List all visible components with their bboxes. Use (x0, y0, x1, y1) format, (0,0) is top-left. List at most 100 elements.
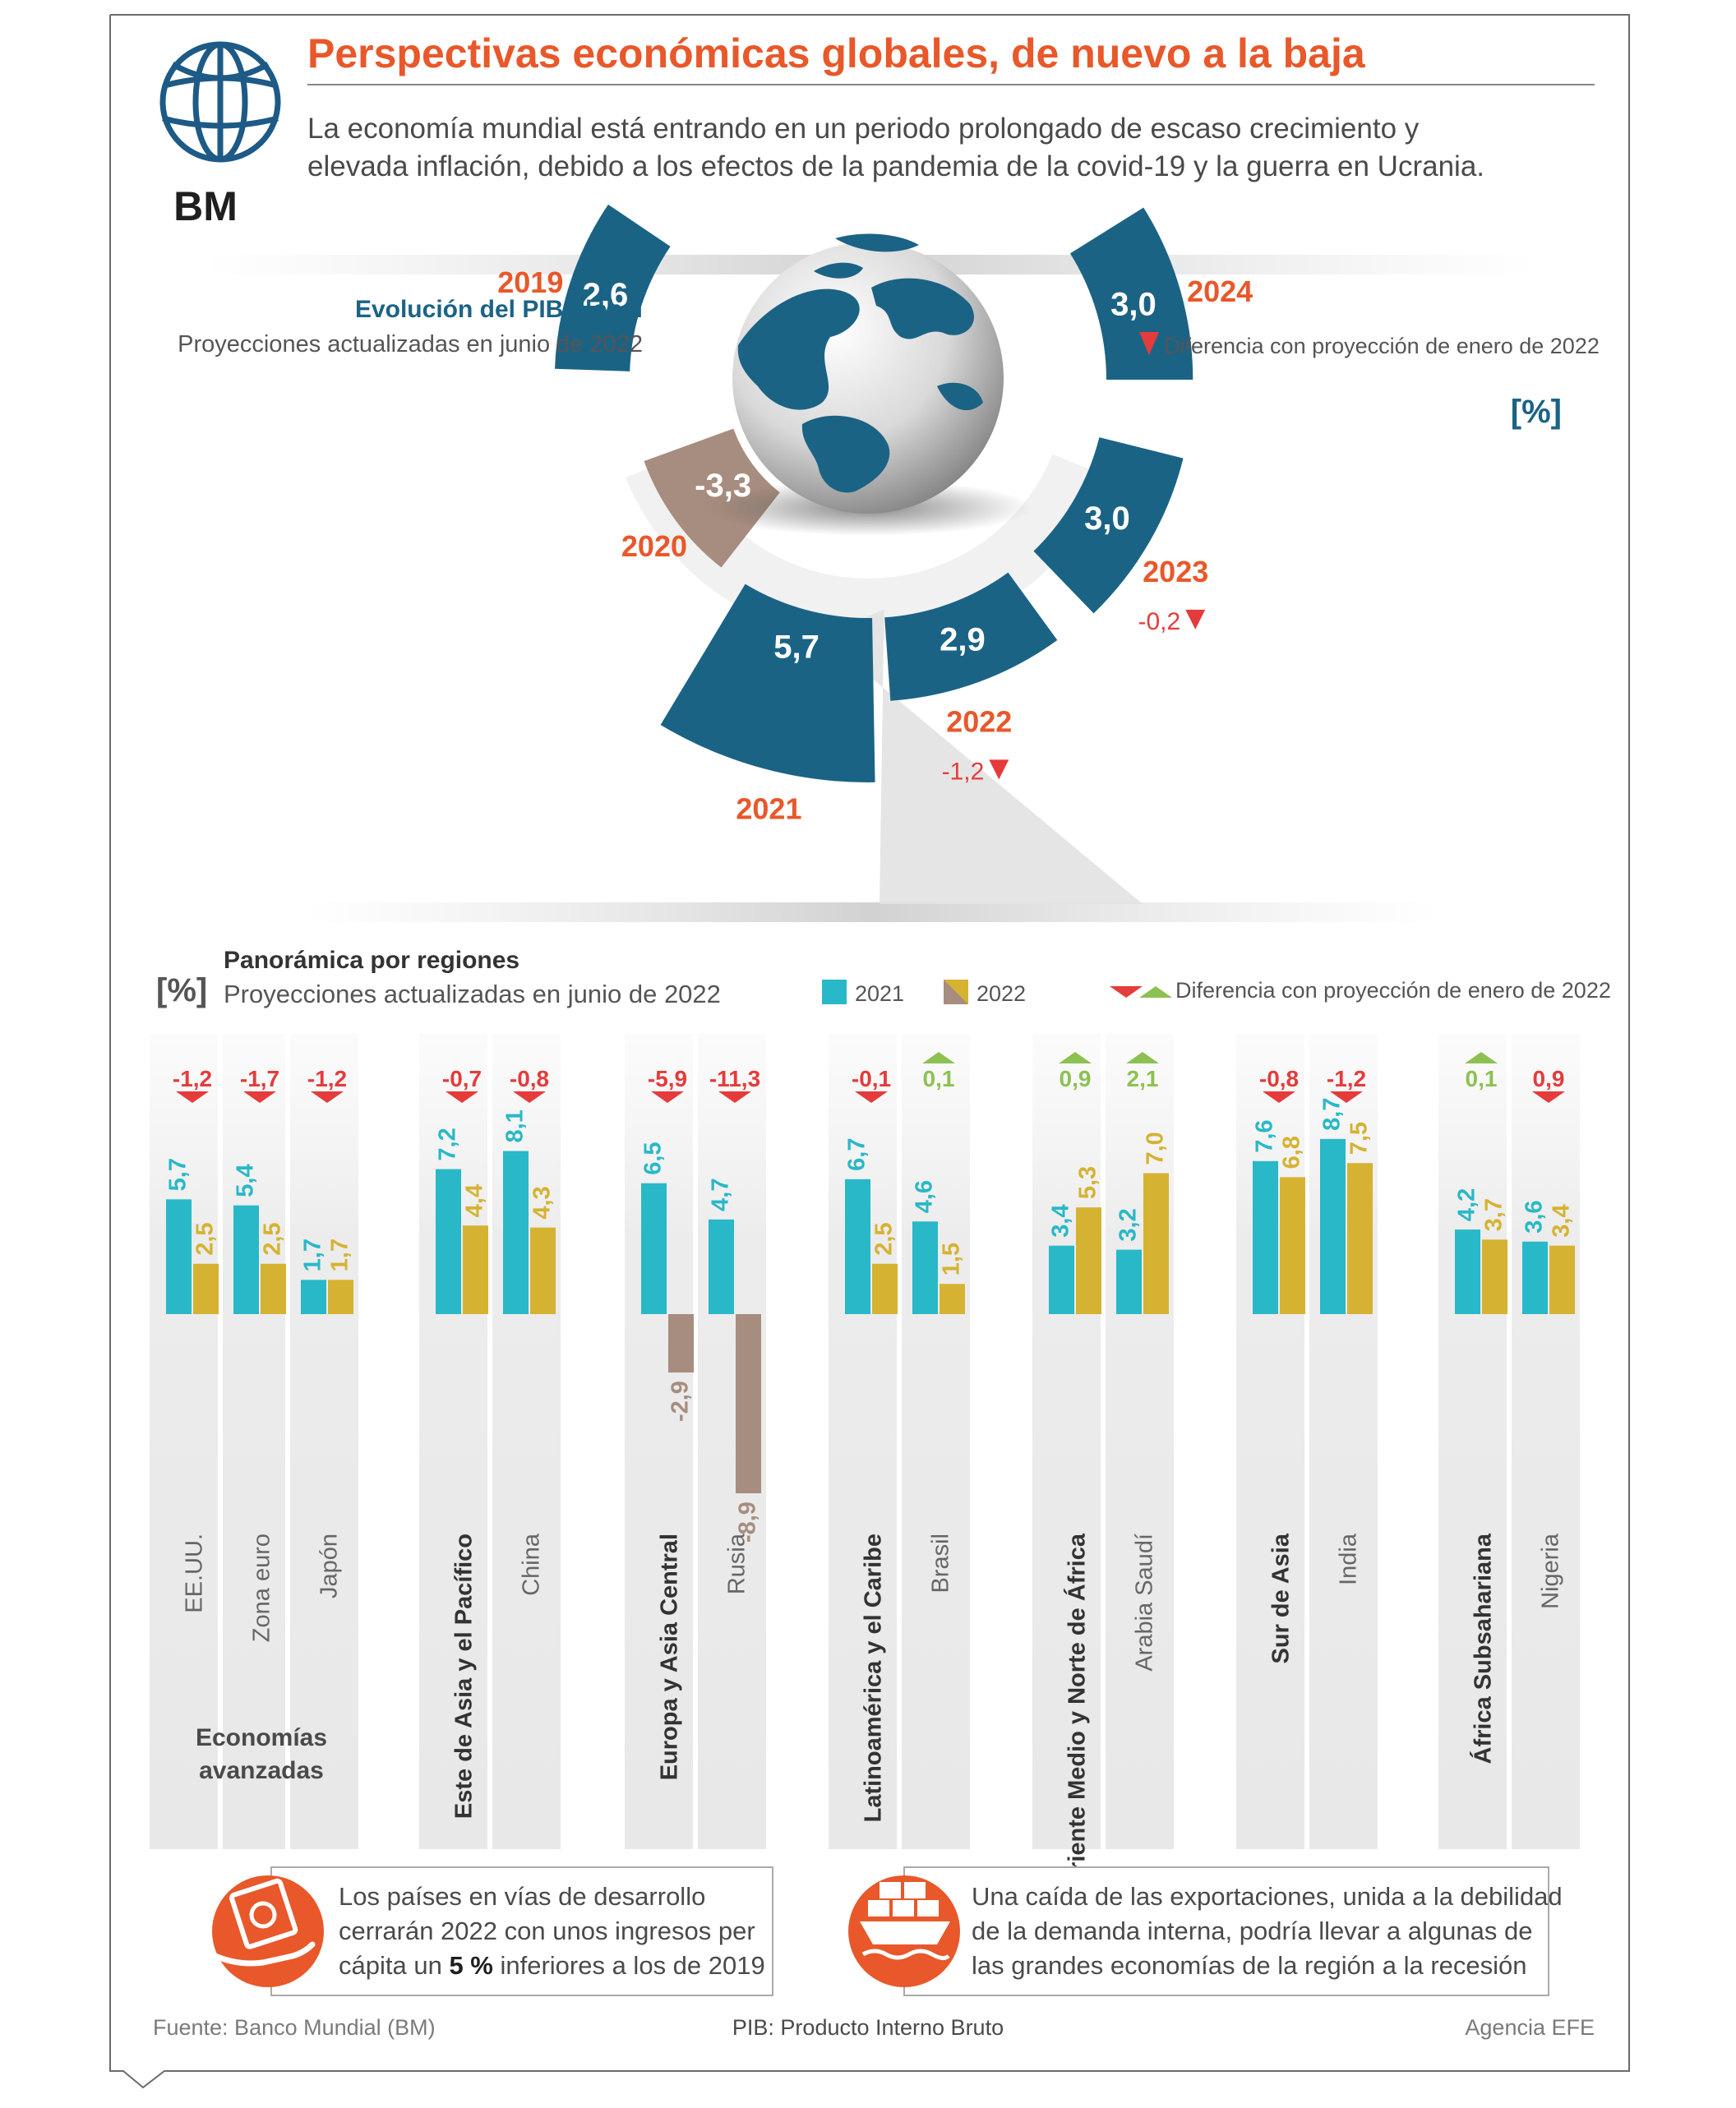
diff-label: 0,1 (923, 1066, 955, 1091)
bar-2022-label: 3,4 (1549, 1204, 1575, 1237)
region-column: 1,7 1,7 -1,2 Japón (300, 1066, 353, 1598)
category-label: Arabia Saudí (1132, 1534, 1158, 1672)
gdp-bar-2024 (1069, 207, 1194, 380)
subtitle-line-2: elevada inflación, debido a los efectos … (307, 150, 1484, 182)
bar-2022-label: 4,4 (462, 1184, 488, 1217)
gdp-diff-2022: -1,2 (942, 758, 1009, 785)
up-arrow-icon (1126, 1052, 1159, 1063)
gdp-year-label-2023: 2023 (1143, 555, 1208, 588)
gdp-year-label-2021: 2021 (736, 791, 801, 825)
down-arrow-icon (1139, 332, 1159, 355)
up-arrow-icon (1059, 1052, 1092, 1063)
diff-label: -1,2 (1327, 1066, 1366, 1091)
region-column: 7,24,4 -0,7 Este de Asia y el Pacífico (435, 1066, 488, 1819)
category-label: Europa y Asia Central (657, 1534, 683, 1780)
category-label: EE.UU. (182, 1534, 208, 1613)
bar-2021-label: 5,7 (165, 1158, 192, 1191)
region-column: 8,77,5 -1,2 India (1319, 1066, 1373, 1585)
bar-2021 (1049, 1245, 1074, 1314)
bar-2021-label: 7,2 (435, 1128, 461, 1160)
category-label: India (1336, 1533, 1362, 1585)
gdp-legend: Diferencia con proyección de enero de 20… (1139, 332, 1600, 358)
gdp-bar-2021 (660, 584, 875, 782)
diff-label: -0,7 (442, 1066, 482, 1091)
bar-2021-label: 3,4 (1048, 1204, 1074, 1237)
region-column: 3,2 7,0 2,1 Arabia Saudí (1115, 1052, 1169, 1672)
category-label: África Subsahariana (1469, 1533, 1497, 1764)
bar-2021-label: 6,7 (844, 1138, 870, 1171)
footer-source: Fuente: Banco Mundial (BM) (153, 2015, 436, 2040)
bar-2022-label: 7,5 (1346, 1122, 1373, 1155)
region-column: 5,42,5 -1,7 Zona euro (233, 1066, 286, 1642)
note-left: Los países en vías de desarrollo cerrará… (212, 1866, 773, 1996)
gdp-value-label-2021: 5,7 (773, 630, 820, 666)
world-bank-logo: BM (159, 41, 281, 229)
regions-chart: [%] Panorámica por regiones Proyecciones… (123, 947, 1611, 1890)
diff-label: -1,7 (240, 1066, 279, 1091)
bar-2021-label: 4,7 (708, 1179, 734, 1211)
bar-2022 (328, 1280, 353, 1314)
gdp-diff-2023: -0,2 (1138, 608, 1206, 635)
bar-2022 (736, 1314, 761, 1494)
gdp-year-label-2020: 2020 (621, 529, 687, 563)
gdp-value-label-2022: 2,9 (940, 622, 986, 658)
gdp-value-label-2019: 2,6 (583, 277, 629, 313)
bar-2022 (872, 1263, 898, 1314)
gdp-chart-title: Evolución del PIB global (355, 296, 643, 323)
down-arrow-icon (1532, 1091, 1565, 1103)
bar-2022-label: 2,5 (871, 1222, 898, 1255)
bar-2021 (233, 1205, 259, 1314)
bar-2022 (261, 1263, 286, 1314)
down-arrow-icon (1110, 986, 1143, 998)
down-arrow-icon (176, 1091, 209, 1103)
category-label: Rusia (724, 1533, 750, 1594)
gdp-year-label-2019: 2019 (497, 265, 563, 299)
gdp-unit-label: [%] (1511, 394, 1562, 430)
down-arrow-icon (446, 1091, 478, 1103)
bar-2021 (641, 1183, 667, 1314)
bar-2022-label: 1,7 (327, 1239, 353, 1271)
diff-label: 2,1 (1127, 1066, 1159, 1091)
legend-swatch-2022-negative (944, 980, 968, 1004)
bar-2022 (1347, 1163, 1373, 1314)
down-arrow-icon (1185, 609, 1206, 630)
bar-2021-label: 6,5 (640, 1142, 667, 1174)
note-left-box (270, 1866, 773, 1996)
regions-subtitle: Proyecciones actualizadas en junio de 20… (224, 980, 721, 1008)
bar-2021 (1320, 1138, 1346, 1314)
region-column: 7,6 6,8 -0,8 Sur de Asia (1252, 1066, 1305, 1663)
ring-bottom-shadow (304, 902, 1438, 922)
bar-2022 (1280, 1177, 1305, 1314)
category-label: Este de Asia y el Pacífico (451, 1534, 478, 1819)
region-column: 8,1 4,3 -0,8 China (502, 1066, 556, 1596)
ring-beam (822, 609, 1143, 904)
globe-icon (732, 233, 1004, 514)
category-label: Zona euro (249, 1534, 275, 1642)
group-label-advanced-line-2: avanzadas (199, 1757, 324, 1784)
region-column: 6,7 2,5 -0,1 Latinoamérica y el Caribe (844, 1066, 898, 1822)
down-arrow-icon (1263, 1091, 1295, 1103)
note-right: Una caída de las exportaciones, unida a … (848, 1866, 1563, 1996)
gdp-diff-label-2023: -0,2 (1138, 608, 1181, 635)
gdp-chart-subtitle: Proyecciones actualizadas en junio de 20… (178, 331, 643, 357)
logo-text: BM (173, 183, 238, 229)
globe-logo-icon (159, 41, 281, 163)
bar-2021 (503, 1151, 529, 1314)
gdp-bar-2019 (555, 204, 671, 371)
ring-segments (555, 204, 1194, 782)
category-label: Sur de Asia (1268, 1533, 1295, 1663)
bar-2022-label: 5,3 (1075, 1166, 1101, 1199)
down-arrow-icon (718, 1091, 751, 1103)
diff-label: -0,8 (1259, 1066, 1299, 1091)
regions-title: Panorámica por regiones (224, 947, 519, 974)
bar-2022 (463, 1225, 488, 1314)
bar-2021 (301, 1280, 326, 1314)
bar-2021 (166, 1199, 192, 1314)
category-label: Japón (316, 1534, 343, 1598)
bar-2022-label: 2,5 (192, 1222, 219, 1255)
group-label-advanced-line-1: Economías (196, 1724, 327, 1751)
diff-label: -5,9 (648, 1066, 687, 1091)
